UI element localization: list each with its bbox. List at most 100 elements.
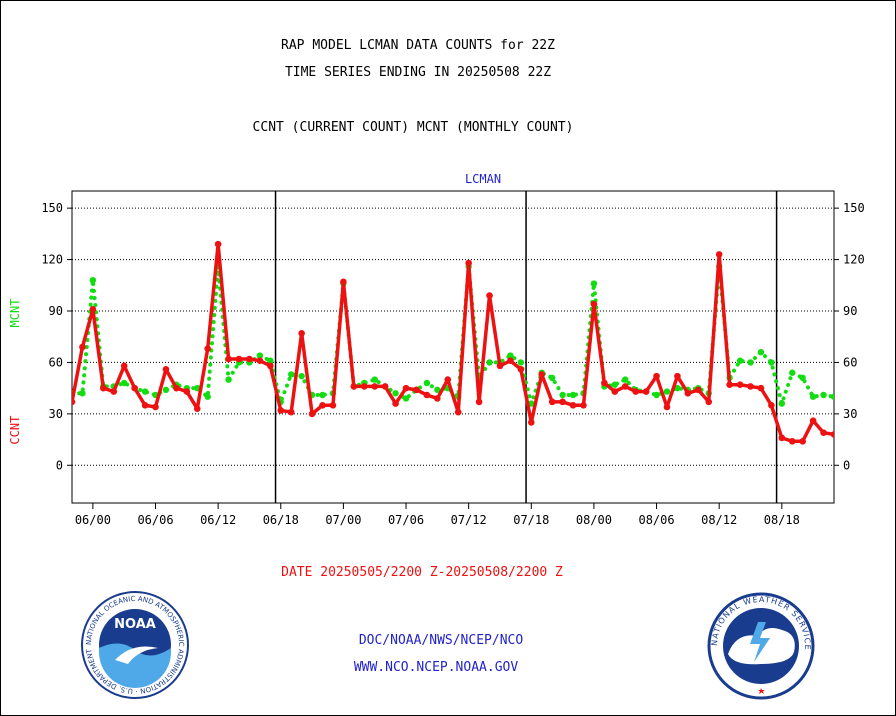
ccnt-point xyxy=(193,405,201,413)
chart-title-line2: TIME SERIES ENDING IN 20250508 22Z xyxy=(284,65,552,80)
ccnt-point xyxy=(809,417,817,425)
ccnt-point xyxy=(726,381,733,389)
mcnt-point xyxy=(611,381,618,388)
ccnt-point xyxy=(287,408,295,416)
y-axis-label-ccnt: CCNT xyxy=(8,416,22,445)
mcnt-point xyxy=(434,386,441,394)
mcnt-point xyxy=(768,359,775,366)
ccnt-point xyxy=(141,401,149,409)
nws-lightning-icon xyxy=(750,622,770,662)
mcnt-point xyxy=(674,384,681,392)
mcnt-point xyxy=(830,393,834,400)
mcnt-series-line xyxy=(72,266,834,411)
mcnt-point xyxy=(778,400,786,407)
x-tick-label: 08/12 xyxy=(701,513,737,527)
ccnt-point xyxy=(162,365,170,373)
ccnt-point xyxy=(360,383,368,390)
noaa-wave-icon xyxy=(99,643,171,688)
nws-logo: NATIONAL WEATHER SERVICE xyxy=(707,592,815,700)
ccnt-point xyxy=(256,357,264,365)
ccnt-point xyxy=(298,329,305,337)
mcnt-point xyxy=(789,369,796,376)
y-tick-label-left: 60 xyxy=(49,355,63,369)
ccnt-point xyxy=(350,383,358,390)
ccnt-point xyxy=(235,355,243,363)
mcnt-point xyxy=(528,400,535,407)
mcnt-point xyxy=(757,348,765,356)
mcnt-point xyxy=(298,372,305,380)
mcnt-point xyxy=(204,393,211,400)
ccnt-point xyxy=(580,401,587,409)
ccnt-point xyxy=(653,372,660,380)
org-line: DOC/NOAA/NWS/NCEP/NCO xyxy=(358,633,524,648)
ccnt-point xyxy=(413,386,420,394)
ccnt-point xyxy=(214,240,222,248)
nws-star-icon xyxy=(758,688,765,694)
ccnt-point xyxy=(110,388,118,395)
ccnt-point xyxy=(475,398,483,406)
ccnt-point xyxy=(72,398,76,406)
mcnt-point xyxy=(89,276,97,284)
x-tick-label: 06/12 xyxy=(200,513,236,527)
ccnt-point xyxy=(319,401,326,409)
mcnt-point xyxy=(663,388,671,395)
y-tick-label-left: 120 xyxy=(41,253,63,267)
y-tick-label-right: 150 xyxy=(843,201,865,215)
x-tick-label: 06/18 xyxy=(263,513,299,527)
ccnt-point xyxy=(486,292,493,299)
mcnt-point xyxy=(225,376,232,383)
ccnt-point xyxy=(131,384,138,392)
ccnt-point xyxy=(465,259,472,267)
ccnt-point xyxy=(548,398,556,406)
ccnt-point xyxy=(246,355,253,363)
ccnt-point xyxy=(267,362,274,370)
ccnt-point xyxy=(695,386,702,394)
mcnt-point xyxy=(423,379,431,387)
ccnt-point xyxy=(308,410,316,418)
url-line: WWW.NCO.NCEP.NOAA.GOV xyxy=(353,660,519,675)
ccnt-point xyxy=(277,407,285,414)
ccnt-point xyxy=(225,355,232,363)
mcnt-point xyxy=(517,359,525,366)
y-tick-label-right: 90 xyxy=(843,304,857,318)
y-tick-label-left: 0 xyxy=(56,458,63,472)
ccnt-point xyxy=(715,251,723,258)
y-tick-label-right: 60 xyxy=(843,355,857,369)
ccnt-point xyxy=(120,362,128,370)
plot-area-frame xyxy=(71,190,835,504)
noaa-logo-text: NOAA xyxy=(114,617,156,632)
x-tick-label: 07/06 xyxy=(388,513,424,527)
y-tick-label-left: 90 xyxy=(49,304,63,318)
ccnt-point xyxy=(705,398,713,406)
ccnt-point xyxy=(100,384,107,392)
ccnt-point xyxy=(496,362,504,370)
mcnt-point xyxy=(256,352,264,359)
ccnt-point xyxy=(621,383,629,390)
x-tick-label: 07/00 xyxy=(325,513,361,527)
mcnt-point xyxy=(622,376,629,383)
mcnt-point xyxy=(319,391,326,399)
ccnt-point xyxy=(757,384,765,392)
mcnt-point xyxy=(736,357,744,364)
ccnt-point xyxy=(89,305,97,313)
mcnt-point xyxy=(590,280,598,287)
y-axis-label-mcnt: MCNT xyxy=(8,299,22,328)
mcnt-point xyxy=(267,357,274,364)
x-tick-label: 08/18 xyxy=(764,513,800,527)
mcnt-point xyxy=(559,391,566,399)
ccnt-point xyxy=(611,388,619,395)
ccnt-point xyxy=(684,389,692,397)
mcnt-point xyxy=(162,386,170,394)
ccnt-point xyxy=(454,408,462,416)
ccnt-point xyxy=(538,371,546,378)
ccnt-point xyxy=(79,343,86,351)
ccnt-point xyxy=(820,429,827,437)
y-tick-label-left: 30 xyxy=(49,407,63,421)
x-tick-label: 07/12 xyxy=(451,513,487,527)
mcnt-point xyxy=(569,391,577,399)
ccnt-series-line xyxy=(72,242,834,444)
x-tick-label: 06/06 xyxy=(137,513,173,527)
ccnt-point xyxy=(559,398,566,406)
mcnt-point xyxy=(371,376,378,383)
